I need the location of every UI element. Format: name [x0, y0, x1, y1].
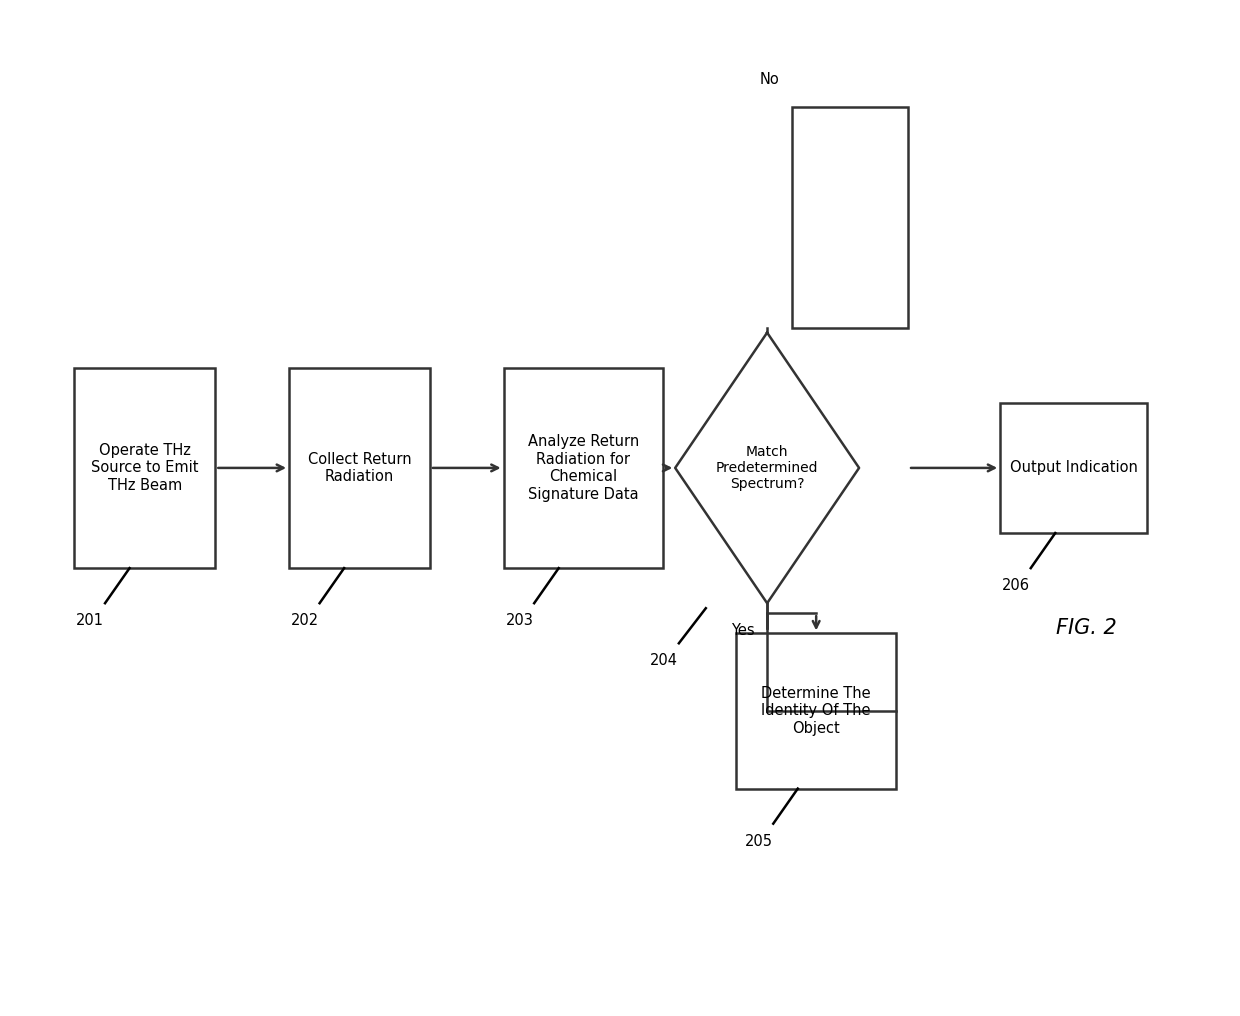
- Text: 202: 202: [291, 614, 319, 628]
- Text: No: No: [760, 72, 780, 87]
- FancyBboxPatch shape: [289, 368, 430, 568]
- FancyBboxPatch shape: [791, 107, 908, 327]
- Text: 203: 203: [506, 614, 533, 628]
- FancyBboxPatch shape: [74, 368, 216, 568]
- Text: Collect Return
Radiation: Collect Return Radiation: [308, 452, 412, 484]
- Text: Determine The
Identity Of The
Object: Determine The Identity Of The Object: [761, 686, 870, 736]
- Text: Output Indication: Output Indication: [1009, 460, 1137, 475]
- FancyBboxPatch shape: [503, 368, 663, 568]
- FancyBboxPatch shape: [737, 633, 895, 788]
- Text: Yes: Yes: [732, 623, 755, 638]
- Text: 205: 205: [744, 834, 773, 848]
- Text: Match
Predetermined
Spectrum?: Match Predetermined Spectrum?: [715, 445, 818, 491]
- Text: 204: 204: [650, 653, 678, 669]
- Text: 201: 201: [77, 614, 104, 628]
- Text: 206: 206: [1002, 578, 1030, 593]
- Text: Analyze Return
Radiation for
Chemical
Signature Data: Analyze Return Radiation for Chemical Si…: [527, 434, 639, 502]
- FancyBboxPatch shape: [1001, 402, 1147, 533]
- Text: FIG. 2: FIG. 2: [1055, 619, 1116, 638]
- Text: Operate THz
Source to Emit
THz Beam: Operate THz Source to Emit THz Beam: [91, 443, 198, 493]
